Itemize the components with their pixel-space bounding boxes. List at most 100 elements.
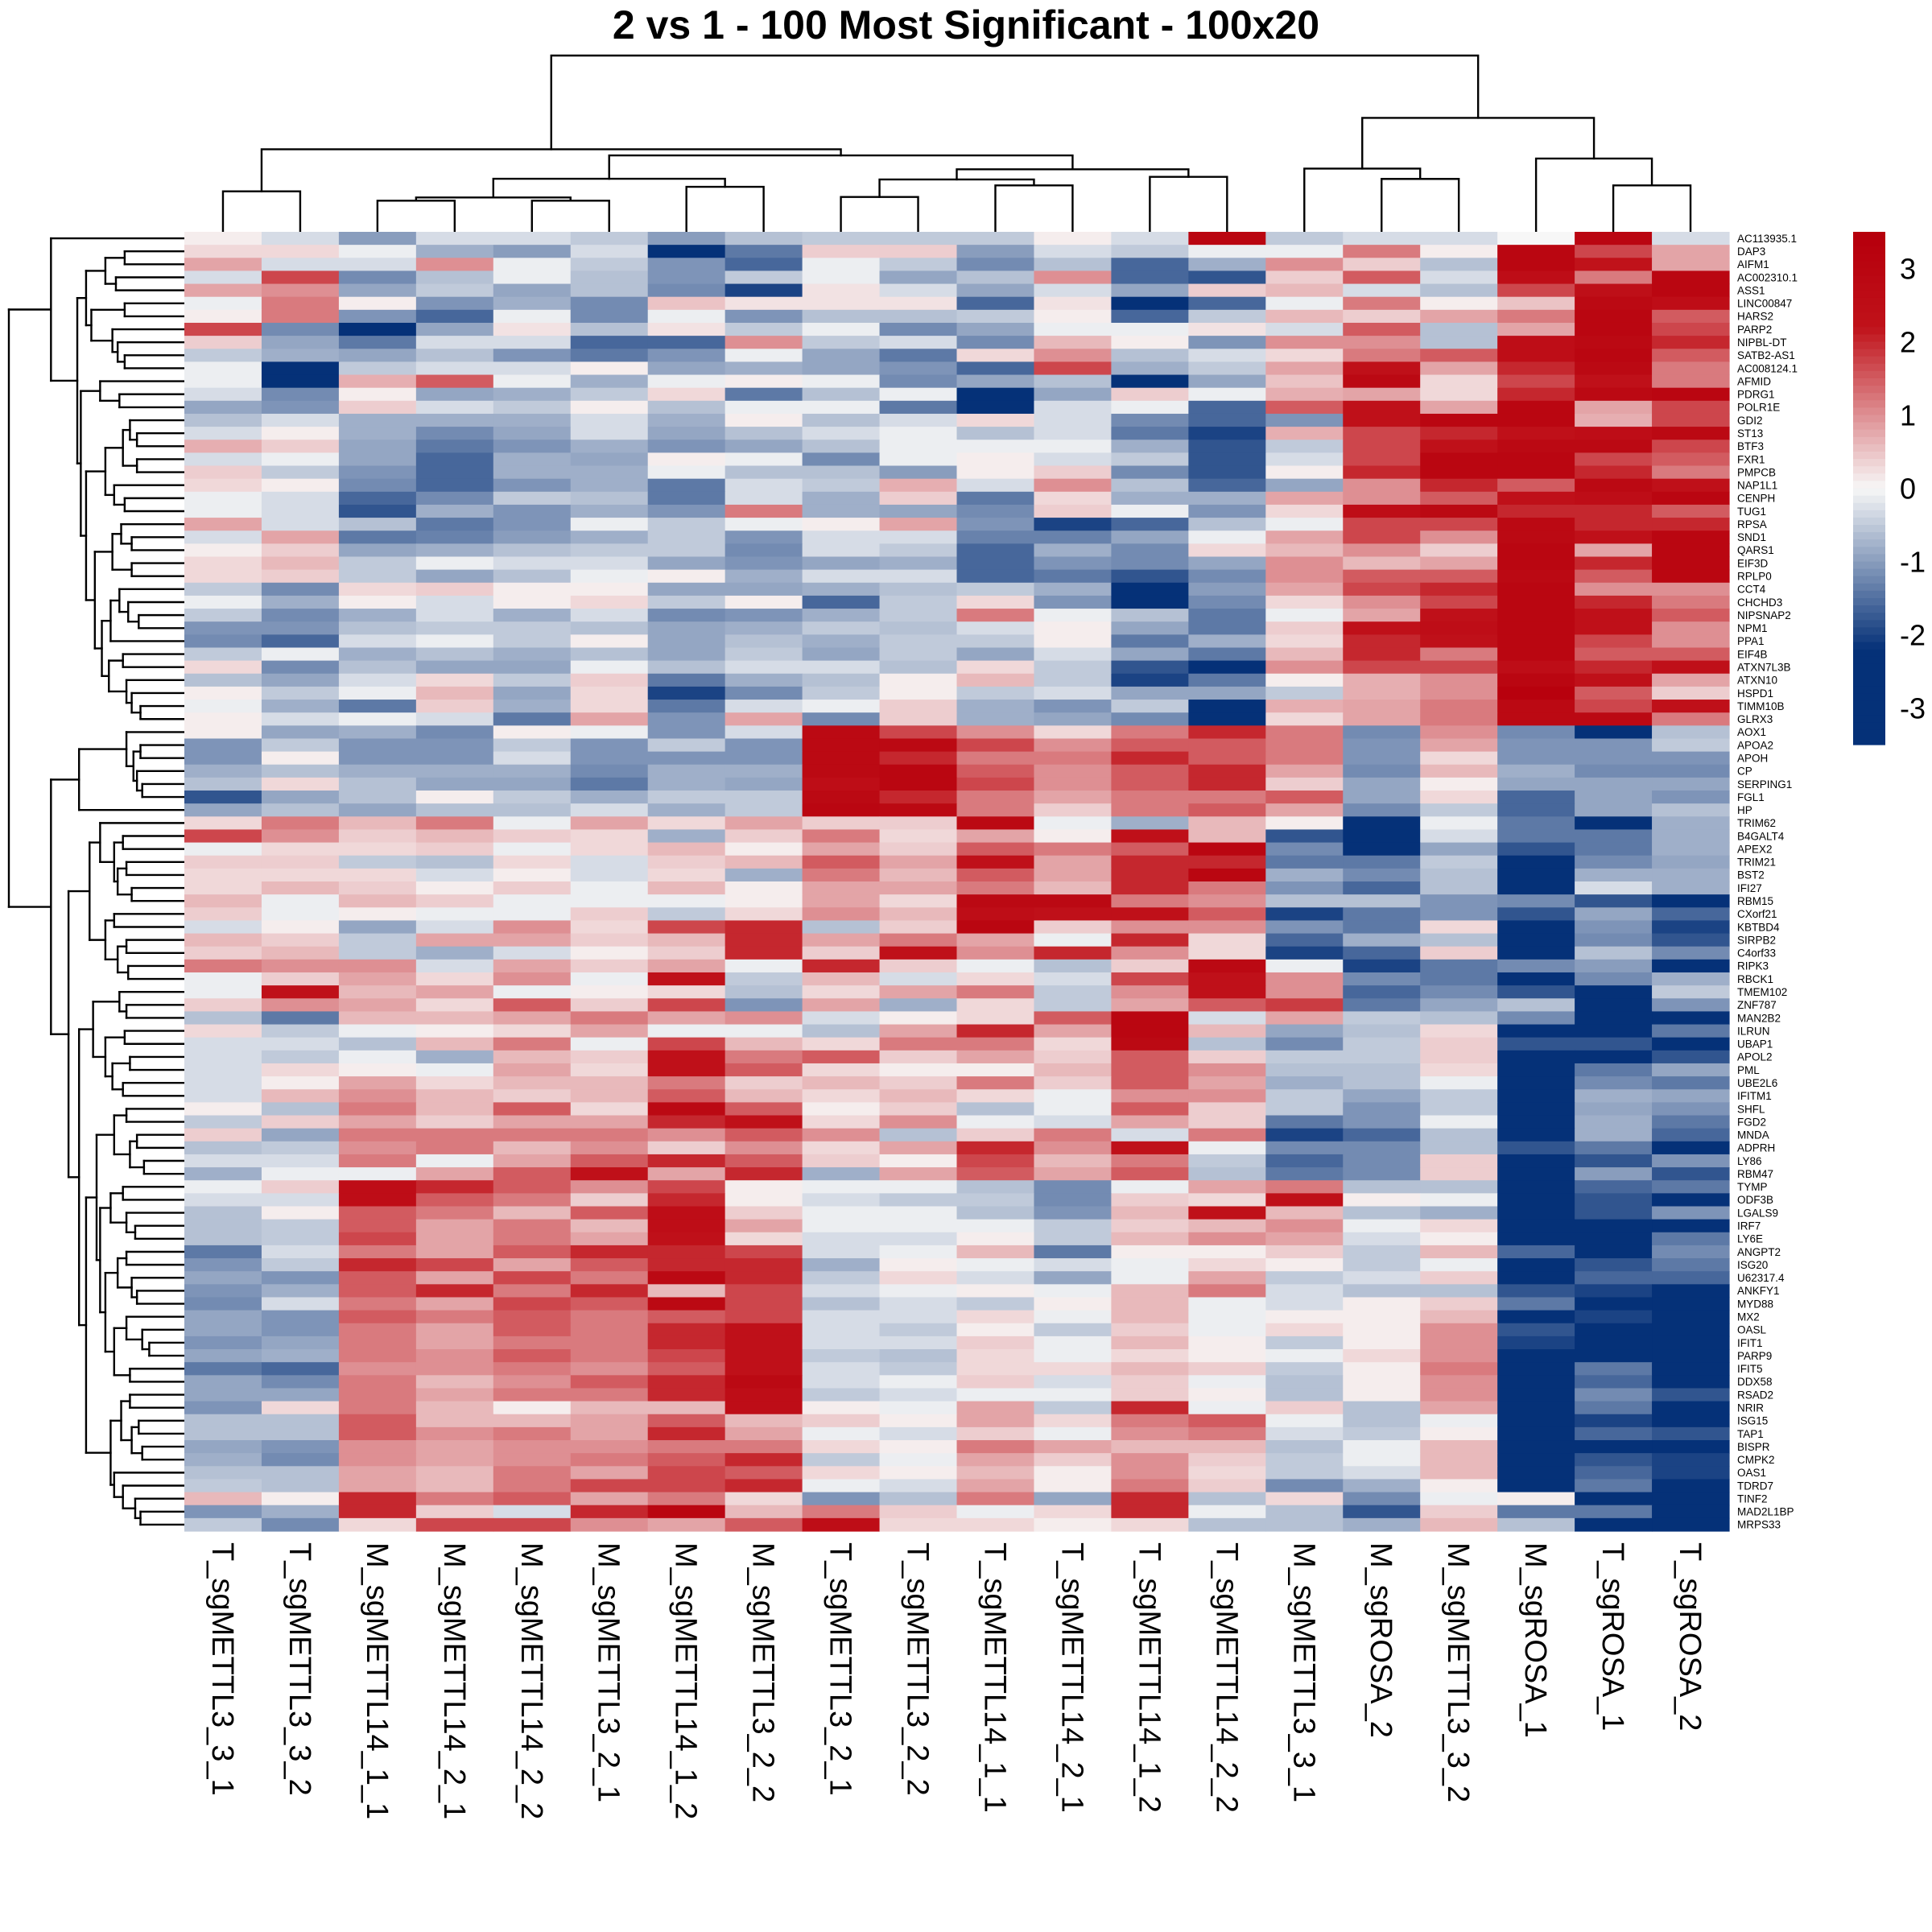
heatmap-cell [1497,1401,1575,1415]
heatmap-cell [1497,621,1575,635]
heatmap-cell [647,569,726,584]
row-label: C4orf33 [1737,947,1776,960]
heatmap-cell [802,894,881,908]
heatmap-cell [1420,1401,1498,1415]
heatmap-cell [1420,686,1498,700]
heatmap-cell [724,440,803,453]
heatmap-cell [1343,465,1421,480]
heatmap-cell [493,1271,572,1285]
heatmap-cell [570,1154,649,1168]
heatmap-cell [493,582,572,597]
heatmap-cell [1497,1414,1575,1428]
heatmap-cell [1111,245,1189,258]
heatmap-cell [1575,1232,1653,1246]
heatmap-cell [879,972,958,986]
heatmap-cell [415,842,494,857]
heatmap-cell [493,1440,572,1454]
heatmap-cell [724,413,803,427]
heatmap-cell [956,920,1035,935]
heatmap-cell [956,777,1035,791]
heatmap-cell [647,283,726,298]
heatmap-cell [879,1076,958,1090]
heatmap-cell [1497,1310,1575,1324]
heatmap-cell [261,1505,340,1519]
heatmap-cell [1497,1271,1575,1285]
heatmap-cell [956,868,1035,882]
heatmap-cell [647,868,726,882]
heatmap-cell [415,1414,494,1428]
heatmap-cell [1188,569,1266,584]
legend-color-step [1853,679,1885,687]
heatmap-cell [570,258,649,272]
row-label: TDRD7 [1737,1480,1773,1492]
heatmap-cell [1034,283,1112,298]
heatmap-cell [184,1102,262,1117]
heatmap-cell [724,1375,803,1389]
heatmap-cell [647,1219,726,1233]
heatmap-cell [184,1375,262,1389]
heatmap-cell [1652,518,1730,531]
heatmap-cell [570,1414,649,1428]
heatmap-cell [1111,881,1189,895]
heatmap-cell [415,1388,494,1402]
row-label: BTF3 [1737,440,1764,452]
legend-tick-label: -2 [1900,619,1926,652]
heatmap-cell [1497,1154,1575,1168]
heatmap-cell [879,933,958,947]
row-label: LY6E [1737,1233,1763,1245]
heatmap-cell [415,1505,494,1519]
heatmap-cell [1420,1167,1498,1181]
row-label: PPA1 [1737,635,1765,647]
heatmap-cell [1265,296,1344,311]
heatmap-cell [802,660,881,675]
heatmap-cell [261,595,340,609]
heatmap-cell [802,1219,881,1233]
heatmap-cell [1034,1401,1112,1415]
heatmap-cell [1420,1245,1498,1259]
heatmap-cell [1265,387,1344,402]
heatmap-cell [493,1154,572,1168]
heatmap-cell [184,582,262,597]
heatmap-cell [493,791,572,804]
heatmap-cell [1420,1517,1498,1532]
heatmap-cell [184,440,262,453]
heatmap-cell [1343,1245,1421,1259]
heatmap-cell [1265,1401,1344,1415]
heatmap-cell [493,1323,572,1337]
heatmap-cell [1034,634,1112,649]
heatmap-cell [570,842,649,857]
heatmap-cell [1034,543,1112,558]
heatmap-cell [802,1310,881,1324]
heatmap-cell [261,530,340,544]
heatmap-cell [261,452,340,467]
heatmap-cell [493,400,572,415]
heatmap-cell [647,803,726,817]
heatmap-cell [570,1362,649,1376]
heatmap-cell [1497,985,1575,999]
row-label: GLRX3 [1737,713,1773,725]
heatmap-cell [802,595,881,609]
heatmap-cell [1111,998,1189,1012]
heatmap-cell [415,1453,494,1467]
heatmap-cell [261,777,340,791]
heatmap-cell [1575,868,1653,882]
heatmap-cell [493,258,572,272]
heatmap-cell [1111,518,1189,531]
heatmap-cell [184,907,262,922]
heatmap-cell [1420,1297,1498,1311]
heatmap-cell [570,647,649,662]
heatmap-cell [570,712,649,726]
heatmap-cell [1575,543,1653,558]
heatmap-cell [1111,387,1189,402]
heatmap-cell [261,1453,340,1467]
heatmap-cell [1420,816,1498,831]
heatmap-cell [956,842,1035,857]
heatmap-cell [1111,907,1189,922]
heatmap-cell [724,1310,803,1324]
heatmap-cell [647,322,726,336]
heatmap-cell [261,1167,340,1181]
heatmap-cell [1188,855,1266,869]
heatmap-cell [493,245,572,258]
heatmap-cell [1575,803,1653,817]
heatmap-cell [570,1284,649,1298]
